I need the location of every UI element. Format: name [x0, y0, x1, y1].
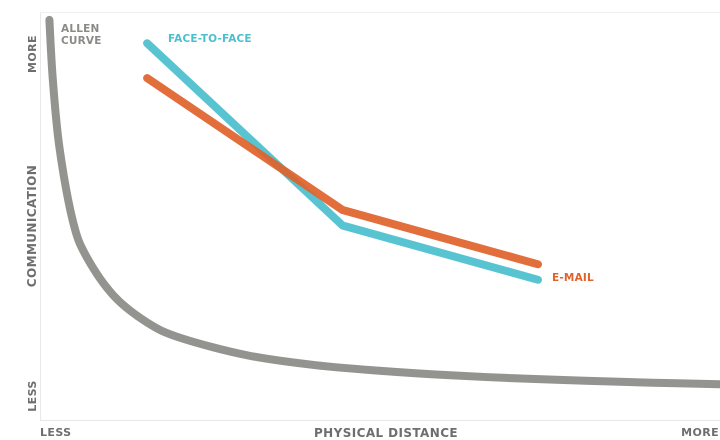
- series-label-face-to-face: FACE-TO-FACE: [168, 33, 252, 45]
- series-line-allen-curve: [45, 15, 720, 389]
- y-axis-label: COMMUNICATION: [25, 165, 39, 287]
- series-line-face-to-face: [143, 39, 542, 284]
- series-label-allen-curve: ALLEN CURVE: [61, 23, 102, 47]
- series-layer: [45, 15, 720, 389]
- y-tick-low: LESS: [26, 380, 39, 411]
- series-label-e-mail: E-MAIL: [552, 272, 594, 284]
- x-tick-high: MORE: [681, 426, 719, 439]
- x-axis-label: PHYSICAL DISTANCE: [314, 426, 458, 440]
- series-label-allen-curve-line-1: ALLEN: [61, 23, 99, 35]
- x-tick-low: LESS: [40, 426, 71, 439]
- series-line-e-mail: [143, 74, 542, 269]
- series-label-allen-curve-line-2: CURVE: [61, 35, 102, 47]
- y-tick-high: MORE: [26, 35, 39, 73]
